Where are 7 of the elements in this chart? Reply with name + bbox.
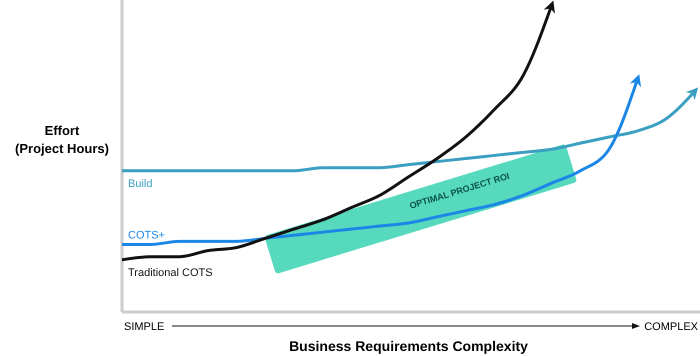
y-axis-title: Effort (Project Hours) xyxy=(15,123,109,156)
series-label: Build xyxy=(128,178,152,190)
x-axis-title: Business Requirements Complexity xyxy=(289,338,528,354)
text: COMPLEX xyxy=(644,321,699,333)
series-label: Traditional COTS xyxy=(128,266,213,279)
series-label: COTS+ xyxy=(128,229,165,242)
text: SIMPLE xyxy=(124,321,164,333)
